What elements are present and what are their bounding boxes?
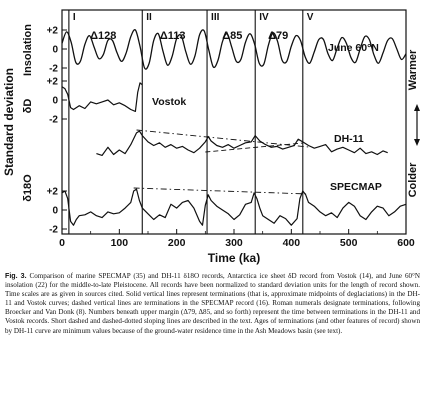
x-tick-label-1: 100 (111, 237, 129, 249)
caption-text: Comparison of marine SPECMAP (35) and DH… (5, 272, 420, 335)
termination-label-0: I (73, 12, 76, 23)
y-tick-label-3-1: 0 (52, 206, 58, 217)
y-tick-label-0-0: +2 (47, 26, 59, 37)
caption-label: Fig. 3. (5, 272, 27, 280)
y-tick-label-0-2: -2 (49, 64, 58, 75)
x-tick-label-6: 600 (397, 237, 415, 249)
dh11-curve-label: DH-11 (334, 133, 364, 145)
series-line-1-0 (61, 82, 143, 113)
x-axis: 0 100 200 300 400 500 600 (59, 229, 415, 249)
interval-label-0: Δ128 (90, 30, 116, 42)
series-line-3-0 (61, 188, 407, 226)
colder-label: Colder (407, 162, 419, 198)
y-tick-label-1-1: 0 (52, 96, 58, 107)
vostok-curve-label: Vostok (152, 96, 186, 108)
sloping-lines (133, 129, 309, 195)
specmap-curve-label: SPECMAP (330, 181, 382, 193)
termination-label-2: III (211, 12, 220, 23)
series-line-0-0 (61, 29, 407, 70)
dh11-dashed-line (205, 142, 303, 153)
x-tick-label-5: 500 (340, 237, 358, 249)
arrow-head-up (414, 104, 420, 111)
chart-figure: +20-2+20-2+20-2 0 100 200 300 400 500 600 I II I… (2, 9, 420, 265)
interval-label-2: Δ85 (222, 30, 242, 42)
interval-label-3: Δ79 (268, 30, 288, 42)
x-tick-label-4: 400 (283, 237, 301, 249)
x-tick-label-3: 300 (225, 237, 243, 249)
x-tick-label-0: 0 (59, 237, 65, 249)
y-tick-label-3-2: -2 (49, 225, 58, 236)
warmer-label: Warmer (407, 49, 419, 90)
x-axis-title: Time (ka) (208, 251, 260, 265)
curves (61, 29, 407, 226)
insolation-axis-label: Insolation (22, 24, 34, 76)
specmap-axis-label: δ18O (22, 174, 34, 202)
figure-caption: Fig. 3. Comparison of marine SPECMAP (35… (5, 272, 420, 336)
y-tick-label-1-0: +2 (47, 77, 59, 88)
termination-label-4: V (307, 12, 314, 23)
y-axes: +2 0 -2 +2 0 -2 +2 0 -2 (47, 26, 67, 236)
y-tick-label-3-0: +2 (47, 187, 59, 198)
termination-lines (68, 10, 304, 234)
vostok-axis-label: δD (22, 99, 34, 114)
dh11-dashdot-line (136, 129, 309, 148)
y-tick-label-0-1: 0 (52, 45, 58, 56)
interval-label-1: Δ113 (160, 30, 186, 42)
insolation-curve-label: June 60°N (328, 42, 379, 54)
y-tick-label-1-2: -2 (49, 115, 58, 126)
series-line-2-0 (96, 130, 388, 156)
termination-label-1: II (146, 12, 152, 23)
arrow-head-down (414, 139, 420, 146)
x-tick-label-2: 200 (168, 237, 186, 249)
specmap-dashdot-line (133, 187, 309, 195)
termination-label-3: IV (259, 12, 269, 23)
y-axis-title: Standard deviation (2, 68, 16, 176)
